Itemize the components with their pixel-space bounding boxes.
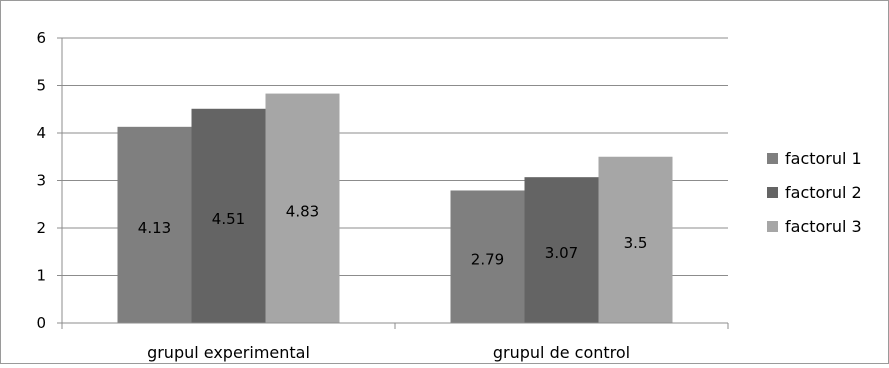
bar <box>450 190 525 323</box>
bar <box>265 93 340 323</box>
data-label: 2.79 <box>471 251 504 269</box>
data-labels: 4.13 4.51 4.83 2.79 3.07 3.5 <box>138 202 648 268</box>
data-label: 4.83 <box>286 202 319 220</box>
axes <box>57 37 729 329</box>
y-axis-ticks: 0 1 2 3 4 5 6 <box>36 29 46 332</box>
data-label: 4.13 <box>138 219 171 237</box>
bar <box>524 177 599 323</box>
bar <box>598 156 673 323</box>
category-label: grupul experimental <box>147 343 310 362</box>
legend: factorul 1 factorul 2 factorul 3 <box>767 149 862 236</box>
y-tick-label: 6 <box>36 29 46 47</box>
legend-label: factorul 1 <box>785 149 862 168</box>
legend-label: factorul 3 <box>785 217 862 236</box>
bar <box>117 126 192 323</box>
y-tick-label: 1 <box>36 267 46 285</box>
data-label: 4.51 <box>212 210 245 228</box>
legend-swatch <box>767 187 778 198</box>
y-tick-label: 5 <box>36 77 46 95</box>
y-tick-label: 0 <box>36 314 46 332</box>
legend-swatch <box>767 153 778 164</box>
y-tick-label: 2 <box>36 219 46 237</box>
bars <box>117 93 673 324</box>
y-tick-label: 4 <box>36 124 46 142</box>
x-axis-categories: grupul experimental grupul de control <box>147 343 630 362</box>
legend-label: factorul 2 <box>785 183 862 202</box>
y-tick-label: 3 <box>36 172 46 190</box>
data-label: 3.5 <box>624 234 648 252</box>
legend-swatch <box>767 221 778 232</box>
category-label: grupul de control <box>493 343 630 362</box>
bar <box>191 108 266 324</box>
data-label: 3.07 <box>545 244 578 262</box>
